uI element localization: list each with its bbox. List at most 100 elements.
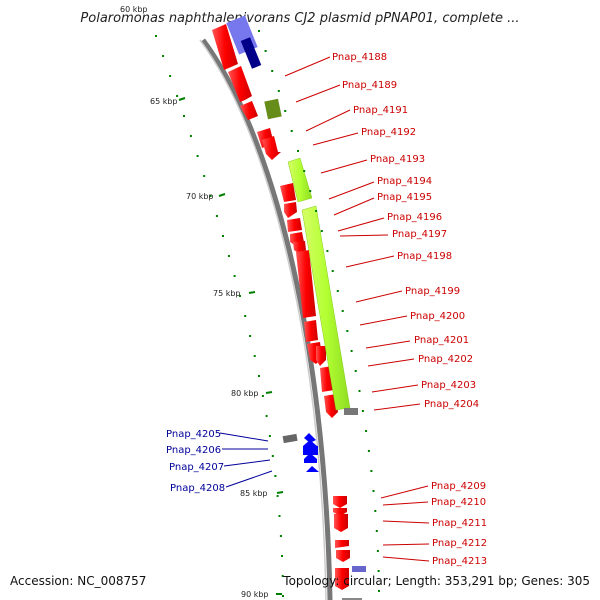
gene-label[interactable]: Pnap_4211 <box>432 518 487 529</box>
leader-line <box>333 197 375 216</box>
grid-dot <box>281 575 284 577</box>
left-gene-labels: Pnap_4205 Pnap_4206 Pnap_4207 Pnap_4208 <box>166 429 273 494</box>
gene-label[interactable]: Pnap_4207 <box>169 462 224 473</box>
leader-line <box>284 56 331 77</box>
grid-dot <box>372 490 375 492</box>
kbp-tick <box>218 193 226 197</box>
grid-dot <box>350 350 353 352</box>
grid-dot <box>297 150 299 152</box>
grid-dot <box>365 430 368 432</box>
gene-label[interactable]: Pnap_4188 <box>332 52 387 63</box>
gene-label[interactable]: Pnap_4210 <box>431 497 486 508</box>
leader-line <box>355 290 403 303</box>
grid-dot <box>374 510 377 512</box>
gene-label[interactable]: Pnap_4191 <box>353 105 408 116</box>
grid-dot <box>189 135 192 137</box>
map-title: Polaromonas naphthalenivorans CJ2 plasmi… <box>80 11 519 26</box>
leader-line <box>312 132 359 146</box>
grid-dot <box>346 330 349 332</box>
gene-label[interactable]: Pnap_4192 <box>361 127 416 138</box>
grid-dot <box>155 35 157 37</box>
grid-dot <box>358 390 361 392</box>
grid-dot <box>249 335 252 337</box>
gene-label[interactable]: Pnap_4209 <box>431 481 486 492</box>
grid-dot <box>258 375 260 377</box>
gene-label[interactable]: Pnap_4197 <box>392 229 447 240</box>
grid-dot <box>370 470 373 472</box>
grid-dot <box>336 290 339 292</box>
grid-dot <box>367 450 370 452</box>
gene-label[interactable]: Pnap_4195 <box>377 192 432 203</box>
feature-blue-bottom <box>352 566 366 572</box>
leader-line <box>225 470 273 488</box>
gene-label[interactable]: Pnap_4194 <box>377 176 432 187</box>
gene-label[interactable]: Pnap_4199 <box>405 286 460 297</box>
gene-label[interactable]: Pnap_4200 <box>410 311 465 322</box>
forward-cds-track <box>212 24 350 590</box>
grid-dot <box>278 515 281 517</box>
leader-line <box>339 234 389 237</box>
gene-label[interactable]: Pnap_4189 <box>342 80 397 91</box>
feature-darkgreen-1 <box>264 98 282 120</box>
kbp-label: 90 kbp <box>241 590 269 599</box>
gene-label[interactable]: Pnap_4205 <box>166 429 221 440</box>
kbp-tick <box>178 97 186 101</box>
grid-dot <box>354 370 357 372</box>
gene-label[interactable]: Pnap_4202 <box>418 354 473 365</box>
grid-dot <box>215 215 218 217</box>
gene-label[interactable]: Pnap_4204 <box>424 399 479 410</box>
grid-dot <box>265 415 268 417</box>
leader-line <box>382 543 430 546</box>
grid-dot <box>203 175 206 177</box>
grid-dot <box>274 475 277 477</box>
leader-line <box>382 556 430 562</box>
grid-dot <box>264 50 267 52</box>
kbp-scale: 60 kbp 65 kbp 70 kbp 75 kbp 80 kbp 85 kb… <box>120 5 284 599</box>
gene-label[interactable]: Pnap_4212 <box>432 538 487 549</box>
grid-dot <box>222 235 224 237</box>
grid-dot <box>271 70 274 72</box>
leader-line <box>223 459 271 467</box>
grid-dot <box>279 535 282 537</box>
gene-label[interactable]: Pnap_4201 <box>414 335 469 346</box>
grid-dot <box>253 355 256 357</box>
grid-dot <box>258 30 260 32</box>
kbp-tick <box>276 491 284 494</box>
grid-dot <box>303 170 306 172</box>
leader-line <box>345 255 395 268</box>
gene-label[interactable]: Pnap_4193 <box>370 154 425 165</box>
grid-dot <box>196 155 199 157</box>
gene-label[interactable]: Pnap_4196 <box>387 212 442 223</box>
dotted-grid-tracks <box>155 30 380 597</box>
grid-dot <box>309 190 312 192</box>
grid-dot <box>284 110 287 112</box>
grid-dot <box>281 555 283 557</box>
grid-dot <box>209 195 212 197</box>
kbp-label: 70 kbp <box>186 192 214 201</box>
grid-dot <box>276 495 279 497</box>
grid-dot <box>176 95 179 97</box>
leader-line <box>295 84 341 103</box>
grid-dot <box>271 455 274 457</box>
leader-line <box>305 109 351 132</box>
leader-line <box>219 432 269 442</box>
gene-label[interactable]: Pnap_4208 <box>170 483 225 494</box>
grid-dot <box>277 90 280 92</box>
leader-line <box>373 403 421 411</box>
right-gene-labels: Pnap_4188 Pnap_4189 Pnap_4191 Pnap_4192 … <box>284 52 487 567</box>
gene-label[interactable]: Pnap_4198 <box>397 251 452 262</box>
leader-line <box>328 181 375 200</box>
grid-dot <box>233 275 236 277</box>
grid-dot <box>331 270 334 272</box>
leader-line <box>382 501 429 506</box>
grid-dot <box>361 410 364 412</box>
grid-dot <box>261 395 264 397</box>
leader-line <box>337 217 385 232</box>
leader-line <box>382 520 430 524</box>
gene-label[interactable]: Pnap_4203 <box>421 380 476 391</box>
kbp-label: 75 kbp <box>213 289 241 298</box>
grid-dot <box>378 590 380 592</box>
gene-label[interactable]: Pnap_4213 <box>432 556 487 567</box>
grid-dot <box>268 435 271 437</box>
gene-label[interactable]: Pnap_4206 <box>166 445 221 456</box>
